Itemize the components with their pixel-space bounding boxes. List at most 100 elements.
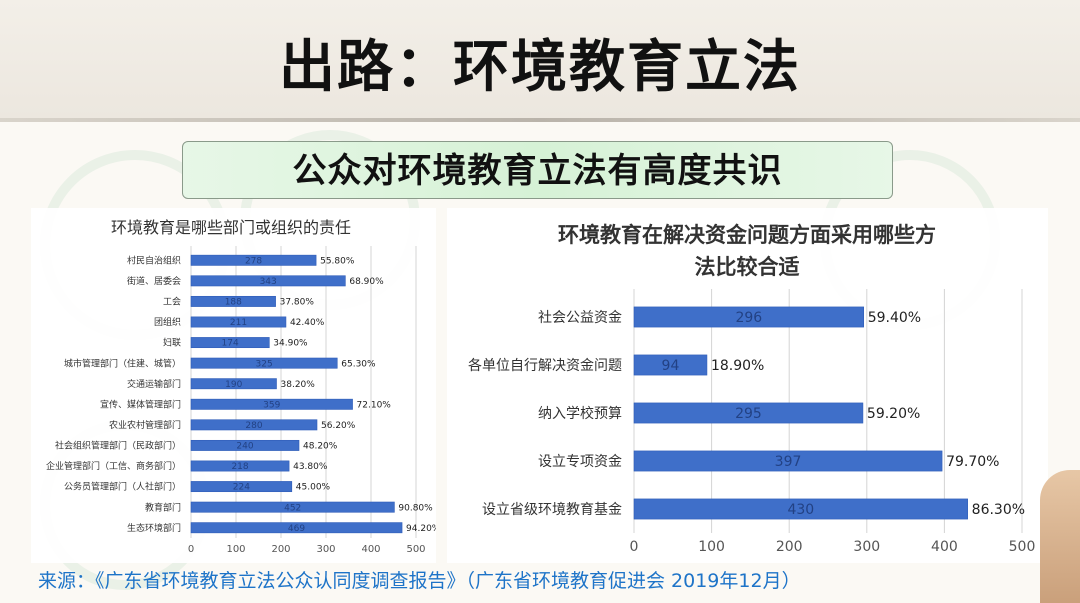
category-label: 企业管理部门（工信、商务部门） (46, 460, 181, 472)
bar-value-label: 224 (233, 483, 250, 493)
bar-value-label: 359 (263, 400, 280, 410)
bar (633, 402, 864, 424)
bar-value-label: 397 (775, 454, 802, 470)
category-label: 农业农村管理部门 (109, 419, 181, 431)
bar-value-label: 325 (256, 359, 273, 369)
category-label: 社会公益资金 (538, 310, 622, 326)
category-label: 村民自治组织 (127, 254, 181, 266)
percent-label: 68.90% (349, 277, 384, 287)
bar (190, 481, 293, 493)
percent-label: 59.20% (867, 406, 920, 422)
bar (633, 354, 708, 376)
bar (190, 254, 317, 266)
bar (190, 439, 300, 451)
percent-label: 48.20% (303, 442, 338, 452)
bar (190, 501, 395, 513)
bar-value-label: 94 (662, 358, 680, 374)
bar (190, 378, 277, 390)
percent-label: 18.90% (711, 358, 764, 374)
chart-panel-funding: 环境教育在解决资金问题方面采用哪些方 法比较合适 0 100 200 300 400 500 社… (447, 208, 1048, 563)
bar-value-label: 278 (245, 256, 262, 266)
category-label: 城市管理部门（住建、城管） (64, 357, 181, 369)
percent-label: 55.80% (320, 256, 355, 266)
x-tick-label: 500 (1009, 539, 1036, 555)
bar (190, 357, 338, 369)
chart-panel-responsibility: 环境教育是哪些部门或组织的责任 0 100 200 300 400 500 村民自治组织 278… (31, 208, 441, 563)
bar (190, 522, 403, 534)
bar (633, 306, 864, 328)
category-label: 教育部门 (145, 501, 181, 513)
bar-value-label: 218 (231, 462, 248, 472)
page-title: 出路：环境教育立法 (279, 35, 801, 100)
bar-value-label: 430 (787, 502, 814, 518)
percent-label: 94.20% (406, 524, 436, 534)
title-divider (0, 118, 1080, 122)
x-tick-label: 300 (853, 539, 880, 555)
subtitle-banner: 公众对环境教育立法有高度共识 (182, 141, 893, 199)
source-citation: 来源：《广东省环境教育立法公众认同度调查报告》（广东省环境教育促进会 2019年… (38, 570, 801, 592)
bar-value-label: 240 (236, 442, 253, 452)
title-band (0, 0, 1080, 122)
bar-value-label: 343 (260, 277, 277, 287)
percent-label: 43.80% (293, 462, 328, 472)
percent-label: 34.90% (273, 339, 308, 349)
bar (633, 450, 943, 472)
x-tick-label: 0 (188, 544, 194, 555)
category-label: 妇联 (163, 337, 181, 349)
bar (190, 316, 287, 328)
bar-value-label: 296 (735, 310, 762, 326)
category-label: 宣传、媒体管理部门 (100, 398, 181, 410)
category-label: 街道、居委会 (127, 275, 181, 287)
bar-value-label: 190 (225, 380, 242, 390)
bar (190, 295, 276, 307)
x-tick-label: 300 (316, 544, 335, 555)
category-label: 社会组织管理部门（民政部门） (55, 440, 181, 452)
percent-label: 90.80% (398, 503, 433, 513)
chart-title: 环境教育是哪些部门或组织的责任 (111, 218, 351, 237)
hand-image (1040, 470, 1080, 603)
percent-label: 56.20% (321, 421, 356, 431)
category-label: 生态环境部门 (127, 522, 181, 534)
x-tick-label: 100 (698, 539, 725, 555)
percent-label: 59.40% (868, 310, 921, 326)
chart-title: 法比较合适 (695, 255, 800, 279)
bar-value-label: 280 (245, 421, 262, 431)
bar-value-label: 188 (225, 298, 242, 308)
bar-value-label: 469 (288, 524, 305, 534)
category-label: 工会 (163, 296, 181, 308)
category-label: 团组织 (154, 316, 181, 328)
x-tick-label: 100 (226, 544, 245, 555)
x-tick-label: 0 (630, 539, 639, 555)
percent-label: 65.30% (341, 359, 376, 369)
percent-label: 38.20% (281, 380, 316, 390)
bar (190, 275, 346, 287)
category-label: 设立专项资金 (538, 454, 622, 470)
percent-label: 42.40% (290, 318, 325, 328)
percent-label: 86.30% (972, 502, 1025, 518)
x-tick-label: 400 (361, 544, 380, 555)
category-label: 设立省级环境教育基金 (482, 501, 622, 518)
bar (190, 419, 318, 431)
x-tick-label: 200 (271, 544, 290, 555)
bar (190, 398, 353, 410)
category-label: 纳入学校预算 (538, 405, 622, 422)
category-label: 公务员管理部门（人社部门） (64, 481, 181, 493)
percent-label: 37.80% (280, 298, 315, 308)
chart-responsibility: 环境教育是哪些部门或组织的责任 0 100 200 300 400 500 村民自治组织 278… (46, 218, 441, 555)
category-label: 交通运输部门 (127, 378, 181, 390)
percent-label: 45.00% (296, 483, 331, 493)
bar-value-label: 174 (222, 339, 239, 349)
bar-value-label: 295 (735, 406, 762, 422)
bar (190, 460, 290, 472)
percent-label: 79.70% (946, 454, 999, 470)
chart-title: 环境教育在解决资金问题方面采用哪些方 (558, 223, 936, 247)
bar (633, 498, 968, 520)
x-tick-label: 400 (931, 539, 958, 555)
percent-label: 72.10% (357, 400, 392, 410)
bar (190, 337, 270, 349)
x-tick-label: 500 (406, 544, 425, 555)
bar-value-label: 452 (284, 503, 301, 513)
bar-value-label: 211 (230, 318, 247, 328)
category-label: 各单位自行解决资金问题 (468, 358, 622, 374)
